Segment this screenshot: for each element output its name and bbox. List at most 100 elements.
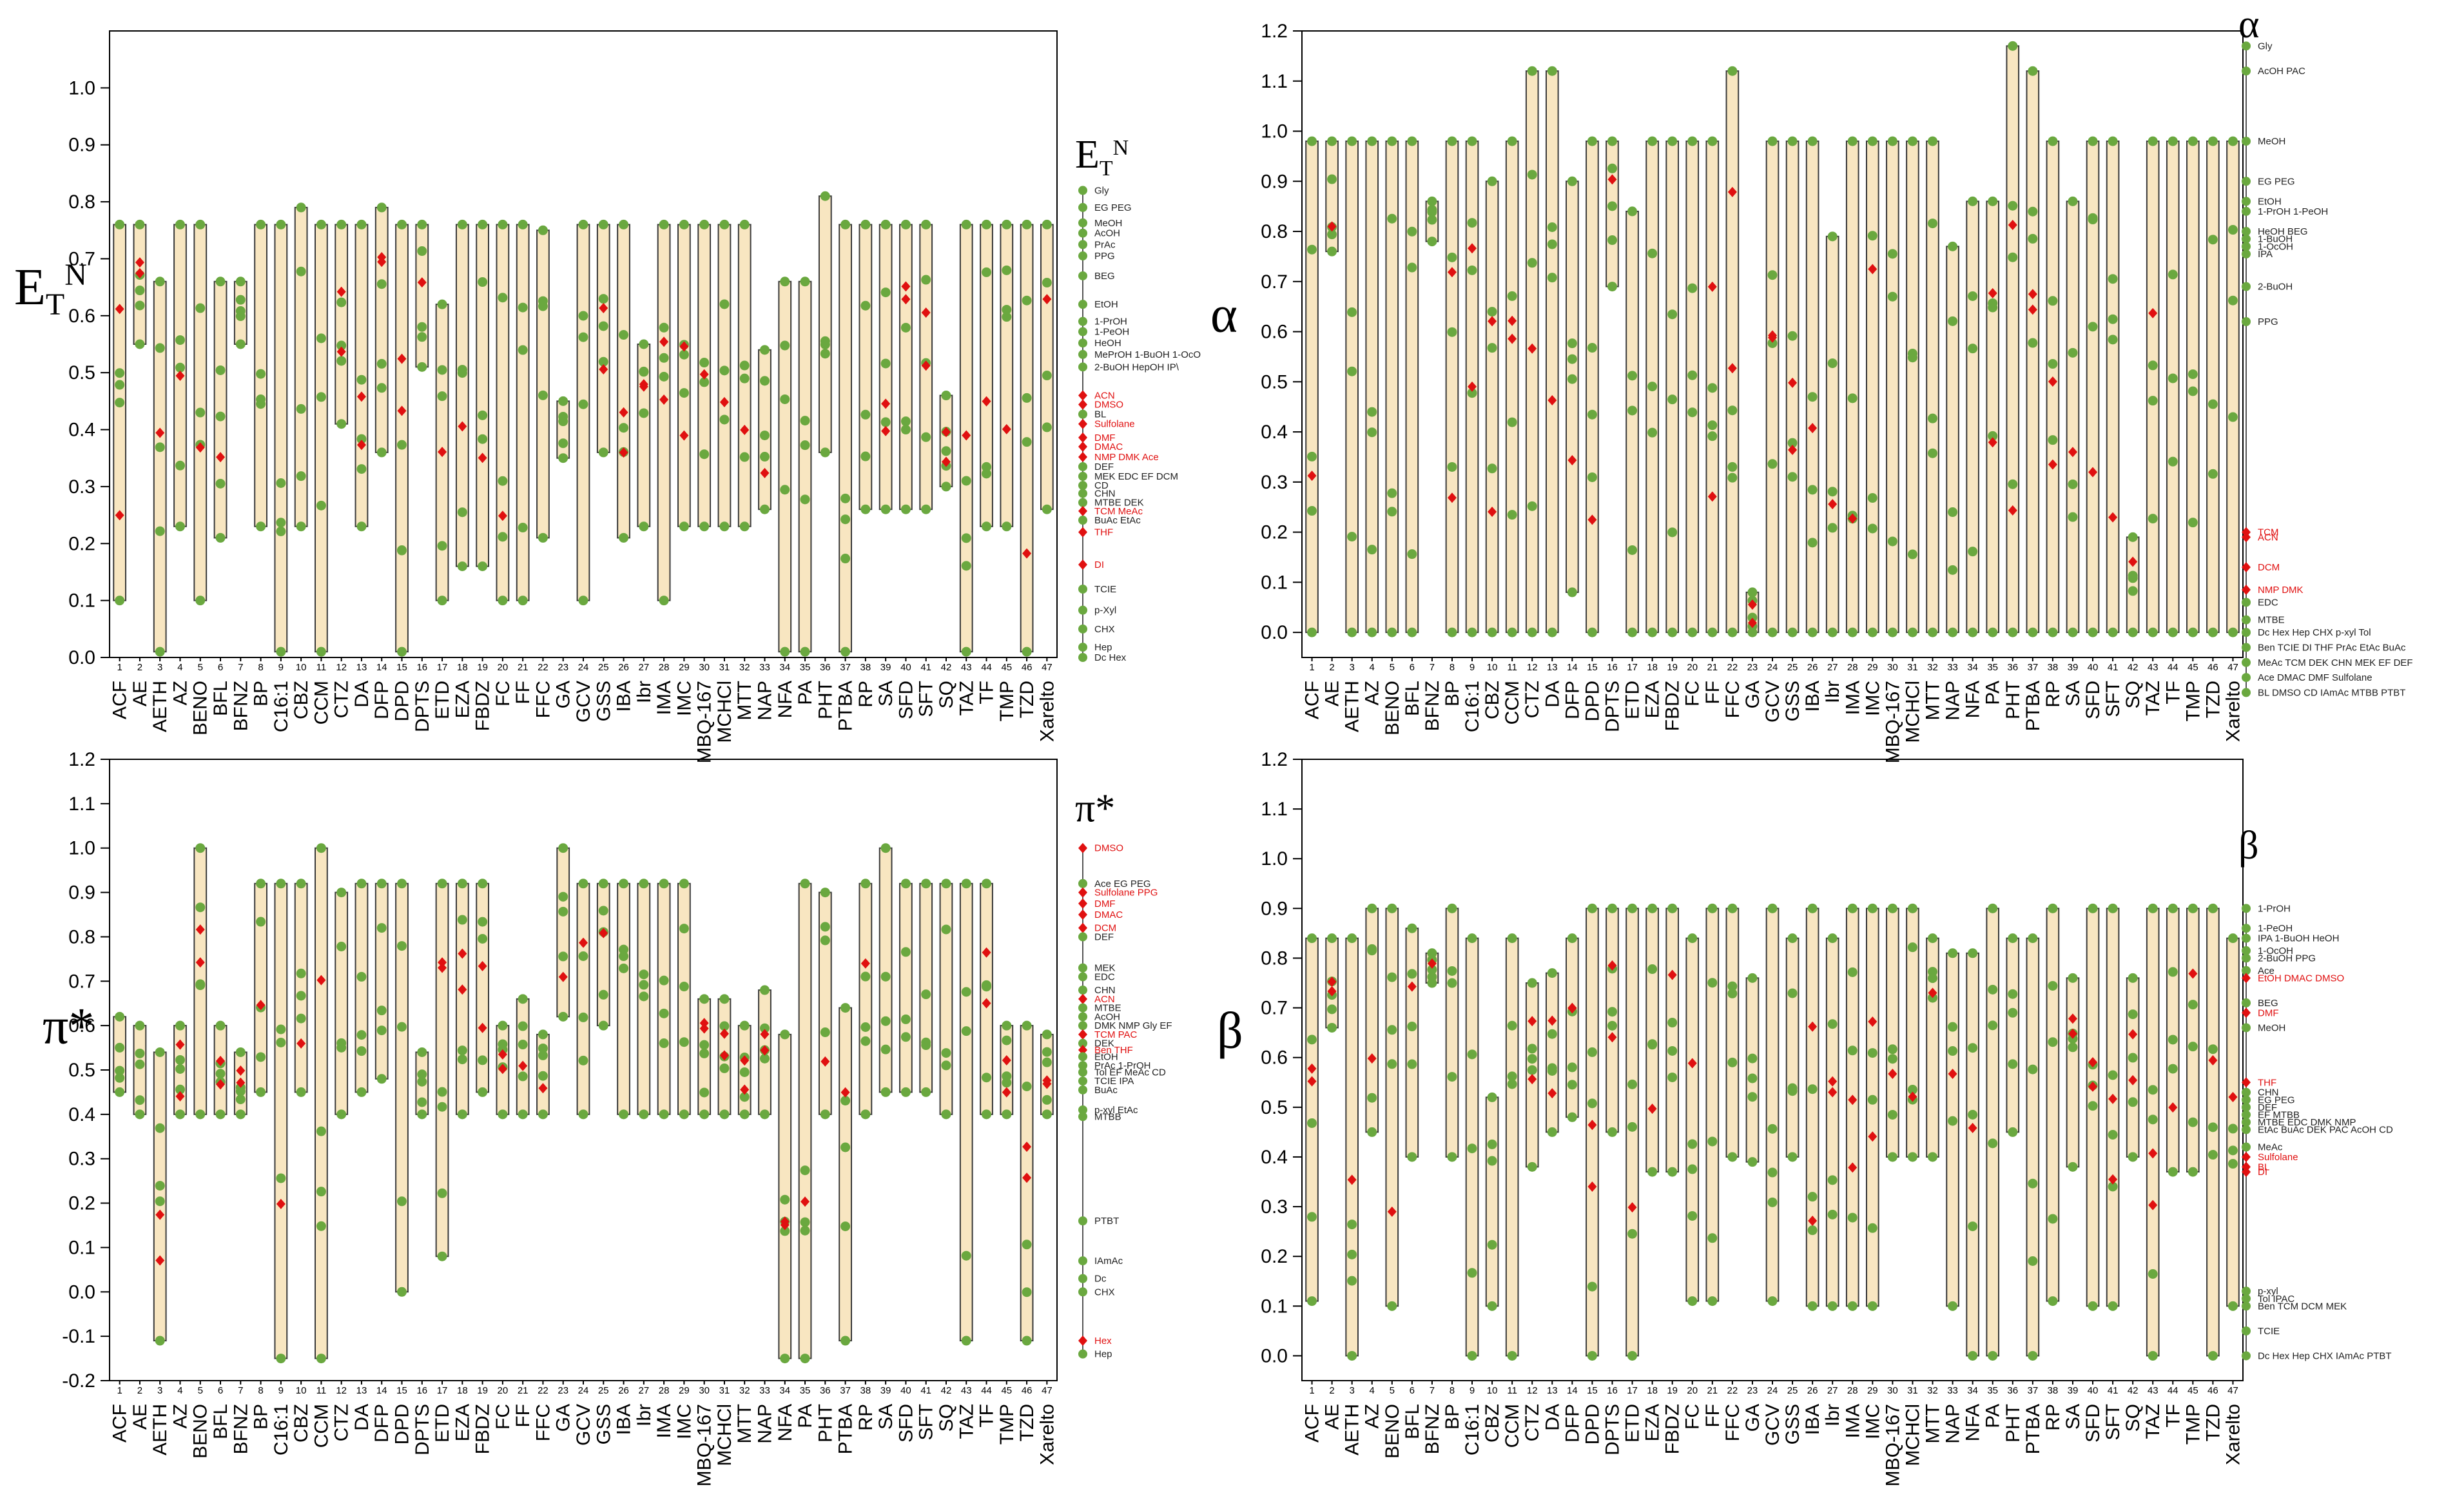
legend-label: Ben THF (1094, 1045, 1133, 1056)
solvent-point (578, 879, 588, 889)
solvent-point (276, 518, 286, 528)
solvent-point (1347, 532, 1357, 542)
solvent-point-red (2148, 307, 2158, 318)
legend-marker (1078, 653, 1087, 662)
x-index-label: 1 (117, 1385, 122, 1396)
solvent-point (1948, 627, 1958, 637)
x-category-label: TAZ (2142, 1404, 2164, 1439)
legend-label: ACN (2258, 532, 2278, 543)
x-category-label: PHT (815, 681, 836, 719)
solvent-point (1487, 1156, 1497, 1166)
solvent-point (397, 219, 407, 229)
legend-label: Hep (1094, 642, 1112, 653)
legend-marker (1078, 362, 1087, 372)
solvent-point-red (1547, 1015, 1557, 1026)
range-bar (758, 349, 771, 510)
legend-marker (2242, 242, 2251, 251)
legend-label: p-xyl (2258, 1286, 2278, 1297)
solvent-point-red (2148, 1200, 2158, 1210)
x-index-label: 33 (759, 662, 770, 673)
solvent-point (2148, 1350, 2158, 1361)
solvent-point (437, 1188, 447, 1198)
solvent-point-red (438, 957, 447, 968)
y-tick-label: 1.0 (68, 77, 95, 99)
solvent-point (1527, 978, 1537, 988)
solvent-point (1567, 338, 1577, 349)
x-category-label: IMA (654, 681, 675, 715)
x-index-label: 38 (2048, 1385, 2059, 1396)
range-bar (1545, 972, 1559, 1133)
x-index-label: 28 (1847, 662, 1858, 673)
solvent-point (800, 646, 810, 657)
solvent-point-red (1727, 186, 1737, 197)
solvent-point (1767, 459, 1778, 469)
range-bar (2126, 977, 2140, 1158)
solvent-point (1907, 1152, 1917, 1162)
x-category-label: IMC (1862, 681, 1883, 716)
x-index-label: 15 (396, 662, 407, 673)
x-category-label: FC (1682, 681, 1703, 706)
y-tick-label: 0.6 (68, 306, 95, 327)
solvent-point (1968, 547, 1978, 557)
legend-label: DI (1094, 559, 1104, 570)
solvent-point (478, 410, 488, 420)
solvent-point (1627, 371, 1638, 381)
x-category-label: GCV (1762, 1404, 1783, 1446)
range-bar (1566, 180, 1579, 593)
solvent-point (1002, 304, 1012, 315)
solvent-point (1807, 1084, 1818, 1094)
solvent-point (2048, 903, 2058, 913)
solvent-point (235, 1109, 246, 1120)
y-tick-label: 0.9 (68, 135, 95, 156)
solvent-point (2008, 1127, 2018, 1137)
solvent-point (2128, 1152, 2138, 1162)
solvent-point (639, 991, 649, 1002)
solvent-point-red (1307, 1076, 1317, 1087)
legend-label: MTBE (2258, 615, 2285, 626)
solvent-point (115, 1042, 125, 1053)
x-category-label: BENO (190, 681, 211, 735)
solvent-point (1887, 1044, 1897, 1055)
solvent-point (1647, 1167, 1658, 1177)
legend-label: Hep (1094, 1349, 1112, 1360)
solvent-point-red (1848, 513, 1858, 524)
solvent-point-red (780, 1220, 790, 1230)
solvent-point (1627, 206, 1638, 217)
solvent-point (2168, 903, 2178, 913)
solvent-point (175, 362, 185, 373)
solvent-point (1687, 1164, 1698, 1174)
solvent-point-red (1647, 1103, 1657, 1114)
solvent-point-red (1868, 1131, 1877, 1142)
solvent-point (437, 1102, 447, 1112)
solvent-point (1687, 1139, 1698, 1149)
solvent-point-red (1607, 960, 1617, 971)
x-category-label: FBDZ (472, 681, 494, 731)
solvent-point (256, 1087, 266, 1097)
x-category-label: BP (251, 1404, 272, 1430)
legend-marker (1078, 202, 1087, 212)
solvent-point-red (558, 971, 568, 982)
legend-label: Ace EG PEG (1094, 879, 1151, 889)
solvent-point (2168, 967, 2178, 977)
solvent-point (719, 1109, 730, 1120)
x-index-label: 39 (880, 662, 891, 673)
legend-marker (1078, 1045, 1087, 1056)
solvent-point (1002, 265, 1012, 275)
solvent-point (518, 1021, 528, 1031)
x-category-label: AZ (1362, 681, 1383, 705)
solvent-point (659, 371, 669, 382)
solvent-point-red (2008, 505, 2017, 516)
x-index-label: 20 (498, 1385, 509, 1396)
solvent-point (639, 408, 649, 418)
solvent-point (1767, 903, 1778, 913)
solvent-point (1387, 1059, 1397, 1069)
solvent-point (639, 879, 649, 889)
solvent-point (478, 1087, 488, 1097)
solvent-point (659, 322, 669, 333)
solvent-point (376, 279, 387, 289)
legend-label: DMF (2258, 1007, 2279, 1018)
legend-marker (2242, 657, 2251, 667)
solvent-point (1547, 1063, 1557, 1073)
solvent-point-red (1447, 267, 1457, 278)
x-category-label: DPTS (412, 681, 433, 732)
